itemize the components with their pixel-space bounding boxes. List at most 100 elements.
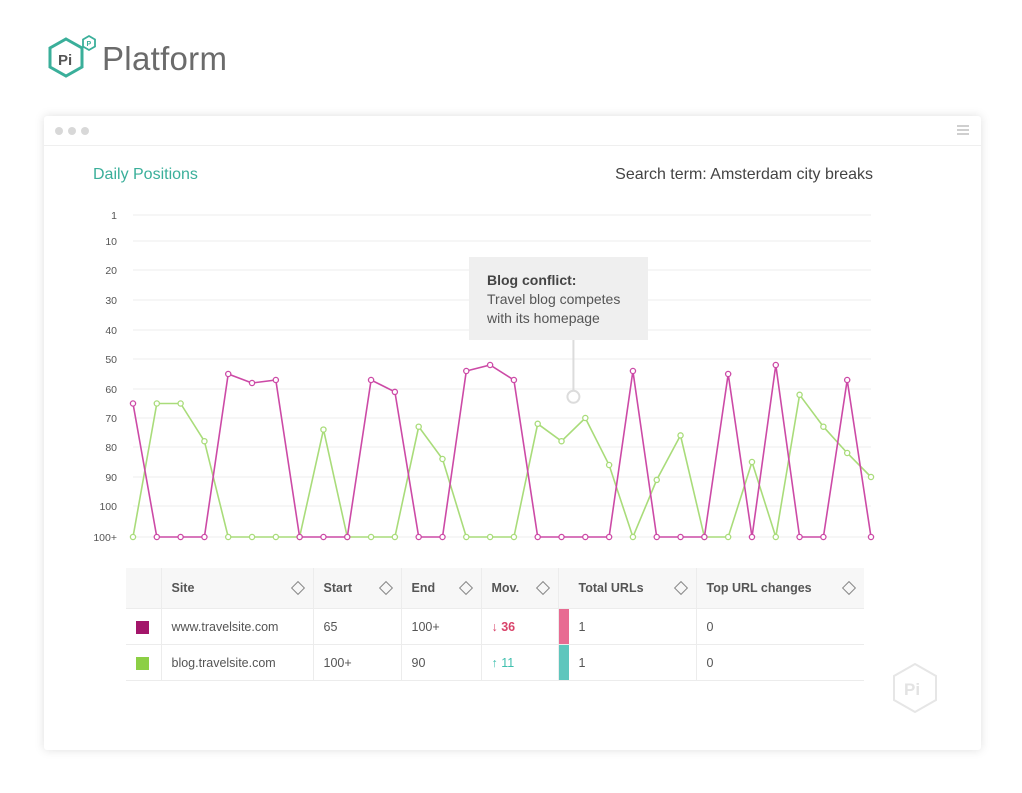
data-point <box>629 533 637 541</box>
data-point <box>415 423 422 430</box>
data-point <box>177 533 184 541</box>
data-point <box>201 533 208 541</box>
data-point <box>582 533 589 541</box>
window-dot-icon <box>68 127 76 135</box>
data-point <box>558 437 565 445</box>
data-point <box>748 533 756 541</box>
hamburger-menu-icon[interactable] <box>957 125 969 137</box>
data-point <box>391 388 399 396</box>
data-point <box>820 533 827 541</box>
data-point <box>605 461 613 469</box>
sort-icon[interactable] <box>378 580 393 596</box>
window-titlebar <box>44 116 981 146</box>
data-point <box>558 533 565 541</box>
data-point <box>439 533 446 541</box>
series-line <box>132 392 872 540</box>
column-header-end[interactable]: End <box>401 568 482 609</box>
data-point <box>439 455 446 463</box>
series-swatch <box>126 608 162 645</box>
data-point <box>724 370 732 378</box>
data-point <box>272 533 280 541</box>
data-point <box>629 367 637 375</box>
data-point <box>320 426 327 433</box>
sort-icon[interactable] <box>290 580 305 596</box>
data-point <box>510 533 518 541</box>
y-tick-label: 50 <box>105 354 117 366</box>
y-tick-label: 30 <box>105 295 117 307</box>
data-point <box>486 361 494 369</box>
brand-name: Platform <box>102 40 228 77</box>
y-tick-label: 40 <box>105 325 117 337</box>
data-point <box>796 533 803 541</box>
end-cell: 90 <box>401 644 482 681</box>
y-tick-label: 80 <box>105 442 117 454</box>
data-point <box>653 476 660 484</box>
total-urls-cell: 1 <box>558 608 697 645</box>
sort-icon[interactable] <box>458 580 473 596</box>
start-cell: 65 <box>313 608 402 645</box>
app-window: Daily Positions Search term: Amsterdam c… <box>44 116 981 750</box>
table-header-row: Site Start End Mov. Total URLs Top URL c… <box>126 568 864 609</box>
sites-table: Site Start End Mov. Total URLs Top URL c… <box>126 568 864 681</box>
data-point <box>129 533 137 541</box>
data-point <box>272 376 280 384</box>
mov-cell: ↓ 36 <box>481 608 559 645</box>
url-bar <box>558 609 569 644</box>
column-header-swatch <box>126 568 162 609</box>
y-tick-label: 20 <box>105 265 117 277</box>
data-point <box>296 533 303 541</box>
data-point <box>510 376 518 384</box>
data-point <box>224 533 232 541</box>
data-point <box>796 391 803 399</box>
data-point <box>201 437 208 445</box>
data-point <box>153 533 161 541</box>
data-point <box>843 376 851 384</box>
pi-watermark-icon: Pi <box>892 662 938 714</box>
sort-icon[interactable] <box>841 580 857 596</box>
table-row[interactable]: blog.travelsite.com 100+ 90 ↑ 11 1 0 <box>126 644 864 681</box>
data-point <box>582 414 589 422</box>
y-tick-label: 60 <box>105 384 117 396</box>
data-point <box>463 367 470 375</box>
data-point <box>772 361 780 369</box>
data-point <box>534 533 541 541</box>
data-point <box>724 533 732 541</box>
data-point <box>772 533 780 541</box>
y-tick-label: 90 <box>105 472 117 484</box>
data-point <box>677 533 684 541</box>
sort-icon[interactable] <box>673 580 688 596</box>
window-dot-icon <box>81 127 89 135</box>
data-point <box>153 400 161 407</box>
data-point <box>177 400 184 407</box>
site-cell: www.travelsite.com <box>161 608 314 645</box>
y-tick-label: 70 <box>105 413 117 425</box>
end-cell: 100+ <box>401 608 482 645</box>
url-bar <box>558 645 569 680</box>
search-term: Search term: Amsterdam city breaks <box>615 166 873 183</box>
data-point <box>867 533 875 541</box>
series-line <box>132 364 872 538</box>
top-url-changes-cell: 0 <box>696 608 864 645</box>
column-header-start[interactable]: Start <box>313 568 402 609</box>
table-row[interactable]: www.travelsite.com 65 100+ ↓ 36 1 0 <box>126 608 864 645</box>
data-point <box>605 533 613 541</box>
total-urls-cell: 1 <box>558 644 697 681</box>
data-point <box>248 379 256 387</box>
column-header-site[interactable]: Site <box>161 568 314 609</box>
data-point <box>463 533 470 541</box>
column-header-top-url-changes[interactable]: Top URL changes <box>696 568 864 609</box>
data-point <box>534 420 541 428</box>
tooltip-line: with its homepage <box>487 310 600 326</box>
sort-icon[interactable] <box>535 580 550 596</box>
data-point <box>391 533 399 541</box>
annotation-marker <box>566 389 581 404</box>
data-point <box>367 533 375 541</box>
data-point <box>653 533 660 541</box>
annotation-tooltip: Blog conflict: Travel blog competes with… <box>469 257 648 340</box>
start-cell: 100+ <box>313 644 402 681</box>
data-point <box>224 370 232 378</box>
data-point <box>486 533 494 541</box>
movement-down: ↓ 36 <box>491 619 516 634</box>
column-header-total-urls[interactable]: Total URLs <box>558 568 697 609</box>
column-header-mov[interactable]: Mov. <box>481 568 559 609</box>
